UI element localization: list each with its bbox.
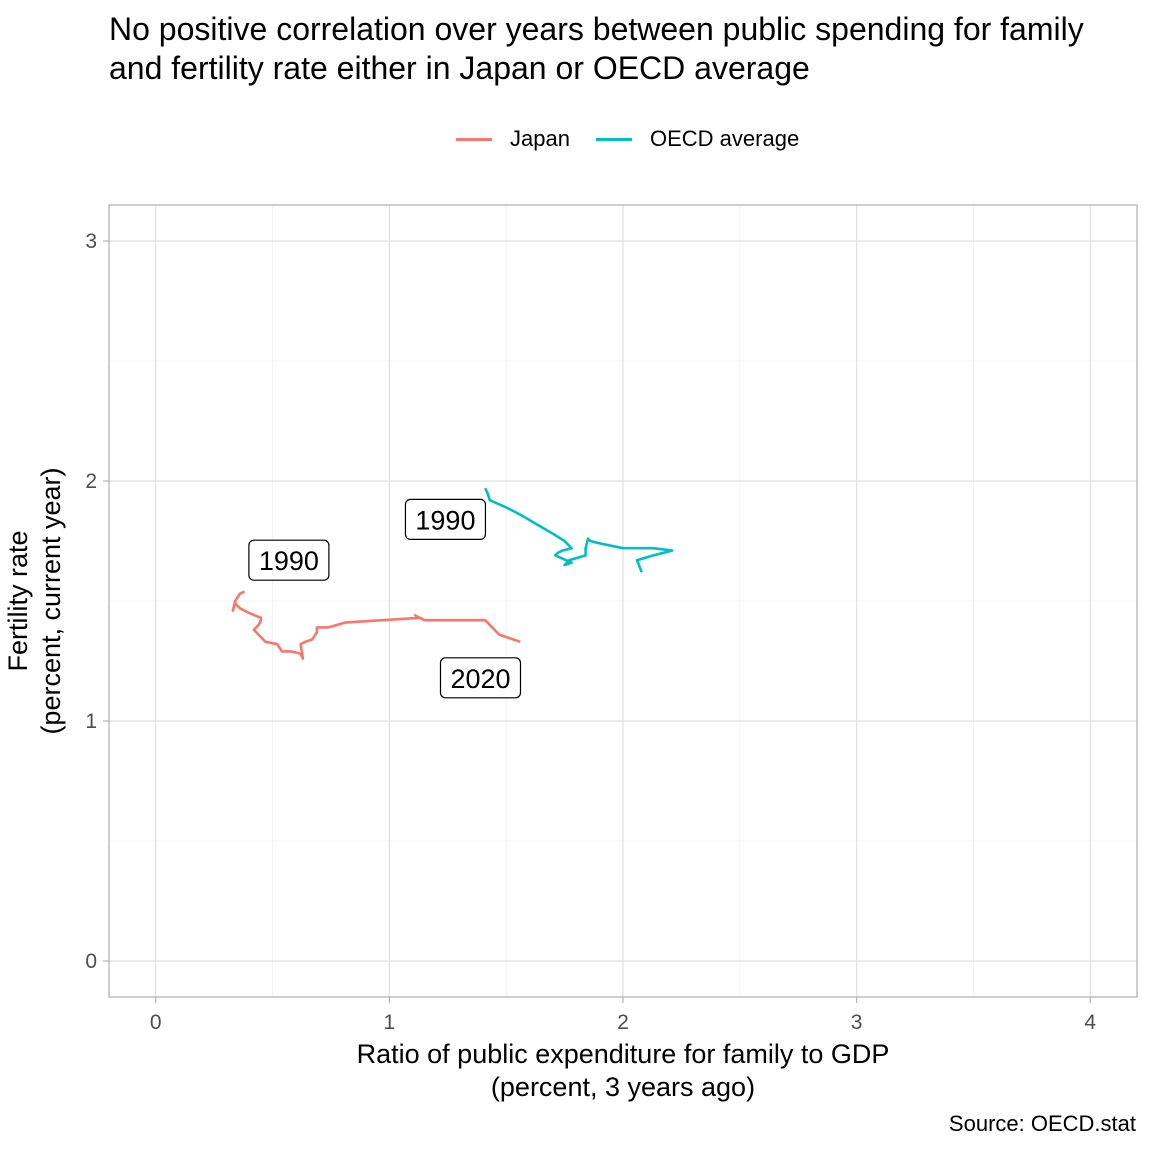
x-tick-label: 4 <box>1084 1011 1096 1034</box>
series-line-oecd-average <box>484 487 674 573</box>
x-tick-label: 1 <box>384 1011 396 1034</box>
y-tick-label: 0 <box>85 950 97 973</box>
y-tick-label: 1 <box>85 710 97 733</box>
annotation-box <box>248 539 330 581</box>
legend-item-oecd: OECD average <box>596 124 799 154</box>
legend-swatch-oecd <box>596 137 632 141</box>
annotation-box <box>404 498 487 540</box>
x-axis-title: Ratio of public expenditure for family t… <box>109 1038 1137 1104</box>
source-caption: Source: OECD.stat <box>948 1111 1136 1136</box>
legend-label-japan: Japan <box>510 126 570 151</box>
y-axis-title-line-2: (percent, current year) <box>36 467 66 735</box>
series-line-japan <box>231 590 521 660</box>
legend: Japan OECD average <box>0 124 1152 154</box>
y-axis-title-line-1: Fertility rate <box>3 530 33 672</box>
annotation-box <box>439 657 522 699</box>
x-tick-label: 0 <box>150 1011 162 1034</box>
legend-swatch-japan <box>456 137 492 141</box>
annotation-label: 1990 <box>415 505 475 535</box>
y-axis-title-text: Fertility rate (percent, current year) <box>2 467 68 734</box>
annotation-label: 1990 <box>259 546 319 576</box>
y-tick-label: 3 <box>85 230 97 253</box>
annotation-label: 2020 <box>450 664 510 694</box>
legend-item-japan: Japan <box>456 124 570 154</box>
legend-label-oecd: OECD average <box>650 126 800 151</box>
chart-title-line-1: No positive correlation over years betwe… <box>109 11 1084 47</box>
x-tick-label: 3 <box>851 1011 863 1034</box>
x-tick-label: 2 <box>617 1011 629 1034</box>
x-axis-title-line-1: Ratio of public expenditure for family t… <box>356 1039 890 1069</box>
chart-title: No positive correlation over years betwe… <box>109 10 1084 88</box>
x-axis-title-line-2: (percent, 3 years ago) <box>490 1072 756 1102</box>
y-tick-label: 2 <box>85 470 97 493</box>
chart-title-line-2: and fertility rate either in Japan or OE… <box>109 50 810 86</box>
